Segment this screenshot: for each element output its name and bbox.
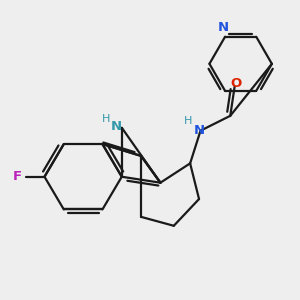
Text: O: O xyxy=(231,77,242,90)
Text: N: N xyxy=(111,120,122,133)
Text: H: H xyxy=(102,114,110,124)
Text: F: F xyxy=(13,170,22,183)
Text: N: N xyxy=(218,21,229,34)
Text: H: H xyxy=(184,116,192,126)
Text: N: N xyxy=(194,124,205,136)
